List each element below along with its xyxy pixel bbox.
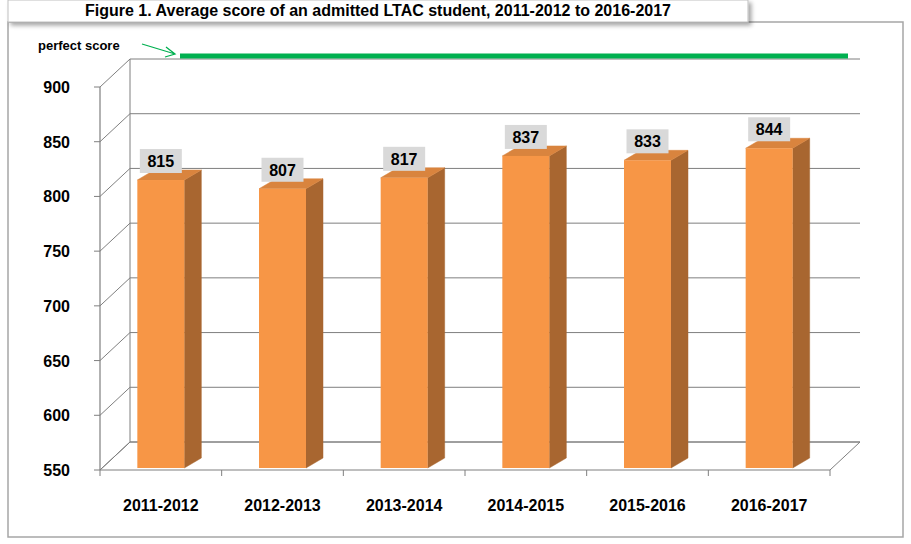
data-label: 837 [512, 129, 539, 146]
bars [137, 138, 809, 468]
y-tick-label: 750 [43, 243, 70, 260]
y-tick [94, 415, 100, 416]
x-tick [830, 470, 831, 476]
chart: Figure 1. Average score of an admitted L… [0, 0, 911, 544]
x-tick-label: 2013-2014 [366, 497, 443, 514]
bar [624, 150, 688, 468]
bar-side [549, 146, 566, 468]
y-tick-label: 850 [43, 134, 70, 151]
y-tick-label: 700 [43, 298, 70, 315]
x-tick [586, 470, 587, 476]
y-tick-label: 650 [43, 353, 70, 370]
data-labels: 815 807 817 837 833 844 [140, 117, 790, 181]
data-label: 844 [756, 121, 783, 138]
bar-front [259, 189, 306, 468]
y-tick [94, 196, 100, 197]
x-tick [343, 470, 344, 476]
data-label: 817 [391, 151, 418, 168]
bar-front [137, 180, 184, 468]
data-label-box [140, 149, 182, 173]
bar [259, 179, 323, 468]
x-tick-label: 2011-2012 [123, 497, 199, 514]
bar-front [502, 156, 549, 468]
x-tick-label: 2014-2015 [488, 497, 565, 514]
x-tick-label: 2016-2017 [731, 497, 808, 514]
bar-front [746, 148, 793, 468]
y-tick [94, 87, 100, 88]
x-tick [100, 470, 101, 476]
grid [94, 59, 860, 470]
data-label: 815 [147, 153, 174, 170]
annotation-arrow [142, 44, 175, 57]
y-tick [94, 360, 100, 361]
bar-side [671, 150, 688, 468]
title-background [8, 0, 748, 22]
data-label-box [262, 158, 304, 182]
y-tick [94, 470, 100, 471]
data-label: 833 [634, 133, 661, 150]
bar-front [381, 178, 428, 468]
x-tick [708, 470, 709, 476]
data-label-box [383, 147, 425, 171]
x-tick [465, 470, 466, 476]
y-tick [94, 141, 100, 142]
chart-frame [8, 22, 903, 537]
reference-line [180, 54, 848, 59]
x-tick [221, 470, 222, 476]
y-tick [94, 305, 100, 306]
bar-side [428, 168, 445, 468]
y-tick-label: 900 [43, 79, 70, 96]
y-tick-label: 550 [43, 462, 70, 479]
title: Figure 1. Average score of an admitted L… [85, 2, 671, 19]
grid-line [100, 59, 860, 87]
bar-front [624, 160, 671, 468]
bar [381, 168, 445, 468]
bar-side [793, 138, 810, 468]
title-box: Figure 1. Average score of an admitted L… [8, 0, 748, 22]
annotation: perfect score [38, 38, 120, 53]
y-axis [99, 87, 100, 470]
y-tick [94, 251, 100, 252]
y-tick-label: 800 [43, 188, 70, 205]
grid-line [100, 114, 860, 142]
bar [746, 138, 810, 468]
back-wall-edge [130, 59, 131, 442]
x-tick-label: 2012-2013 [244, 497, 321, 514]
bar-side [184, 170, 201, 468]
bar [137, 170, 201, 468]
y-tick-label: 600 [43, 407, 70, 424]
data-label-box [505, 125, 547, 149]
data-label: 807 [269, 162, 296, 179]
x-tick-label: 2015-2016 [609, 497, 686, 514]
bar-side [306, 179, 323, 468]
bar [502, 146, 566, 468]
data-label-box [748, 117, 790, 141]
data-label-box [627, 129, 669, 153]
